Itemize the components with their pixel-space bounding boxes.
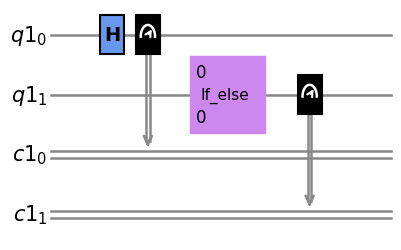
FancyBboxPatch shape bbox=[298, 76, 322, 114]
FancyBboxPatch shape bbox=[100, 16, 124, 55]
Text: $q1_1$: $q1_1$ bbox=[11, 83, 47, 107]
FancyBboxPatch shape bbox=[136, 16, 160, 55]
Text: $q1_0$: $q1_0$ bbox=[10, 24, 47, 48]
Text: $c1_1$: $c1_1$ bbox=[12, 203, 47, 226]
FancyBboxPatch shape bbox=[190, 56, 265, 134]
Text: 0: 0 bbox=[196, 64, 206, 82]
Text: 0: 0 bbox=[196, 109, 206, 127]
Text: If_else: If_else bbox=[200, 87, 249, 103]
Text: $c1_0$: $c1_0$ bbox=[12, 143, 47, 167]
Text: H: H bbox=[104, 26, 120, 45]
